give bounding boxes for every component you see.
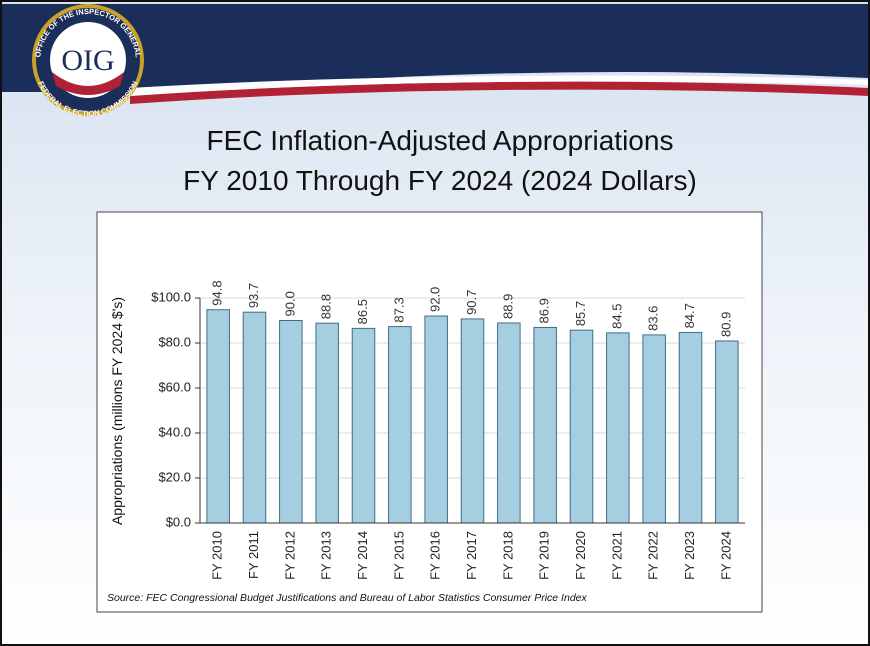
- x-tick-label: FY 2012: [282, 531, 297, 580]
- x-tick-label: FY 2017: [464, 531, 479, 580]
- x-tick-label: FY 2018: [500, 531, 515, 580]
- bar: [388, 326, 412, 524]
- x-tick-label: FY 2023: [682, 531, 697, 580]
- logo-center-text: OIG: [61, 44, 114, 77]
- data-label: 85.7: [573, 301, 588, 326]
- logo: OFFICE OF THE INSPECTOR GENERAL FEDERAL …: [32, 4, 144, 118]
- data-label: 90.0: [282, 291, 297, 316]
- x-tick-label: FY 2016: [428, 531, 443, 580]
- y-axis-label: Appropriations (millions FY 2024 $'s): [109, 297, 125, 525]
- data-label: 83.6: [646, 306, 661, 331]
- logo-inner: [50, 22, 126, 98]
- data-label: 88.9: [500, 294, 515, 319]
- x-tick-label: FY 2020: [573, 531, 588, 580]
- data-label: 80.9: [718, 312, 733, 337]
- y-tick-label: $0.0: [166, 514, 191, 529]
- header-band: [2, 4, 868, 92]
- bar: [206, 309, 230, 524]
- bar: [242, 311, 267, 524]
- x-tick-label: FY 2024: [718, 531, 733, 580]
- source-note: Source: FEC Congressional Budget Justifi…: [107, 592, 587, 604]
- data-label: 86.5: [355, 299, 370, 324]
- y-tick-label: $60.0: [158, 379, 191, 394]
- bar: [279, 320, 303, 524]
- data-label: 94.8: [210, 280, 225, 305]
- bar: [606, 332, 630, 524]
- x-tick-label: FY 2022: [646, 531, 661, 580]
- title-line: FEC Inflation-Adjusted Appropriations: [207, 125, 674, 156]
- y-tick-label: $100.0: [151, 289, 191, 304]
- bar: [315, 322, 339, 524]
- x-tick-label: FY 2019: [537, 531, 552, 580]
- x-tick-label: FY 2015: [391, 531, 406, 580]
- data-label: 87.3: [391, 297, 406, 322]
- bar: [678, 331, 703, 524]
- data-label: 86.9: [537, 298, 552, 323]
- data-label: 84.5: [609, 304, 624, 329]
- title-line: FY 2010 Through FY 2024 (2024 Dollars): [183, 165, 697, 196]
- bar: [715, 340, 739, 524]
- data-label: 90.7: [464, 290, 479, 315]
- bar: [351, 327, 376, 524]
- data-label: 92.0: [428, 287, 443, 312]
- header-white-stripe: [130, 75, 868, 96]
- x-tick-label: FY 2013: [319, 531, 334, 580]
- bar: [497, 322, 521, 524]
- data-label: 88.8: [319, 294, 334, 319]
- bar: [569, 329, 594, 524]
- data-label: 84.7: [682, 303, 697, 328]
- bar: [533, 326, 557, 524]
- header-stripe: [130, 81, 868, 104]
- x-tick-label: FY 2014: [355, 531, 370, 580]
- data-label: 93.7: [246, 283, 261, 308]
- y-tick-label: $40.0: [158, 424, 191, 439]
- x-tick-label: FY 2011: [246, 531, 261, 579]
- y-tick-label: $80.0: [158, 334, 191, 349]
- x-tick-label: FY 2021: [609, 531, 624, 580]
- logo-stripes: [52, 72, 124, 95]
- y-tick-label: $20.0: [158, 469, 191, 484]
- bar: [424, 315, 448, 524]
- bar: [460, 318, 485, 524]
- bar: [642, 334, 666, 524]
- x-tick-label: FY 2010: [210, 531, 225, 580]
